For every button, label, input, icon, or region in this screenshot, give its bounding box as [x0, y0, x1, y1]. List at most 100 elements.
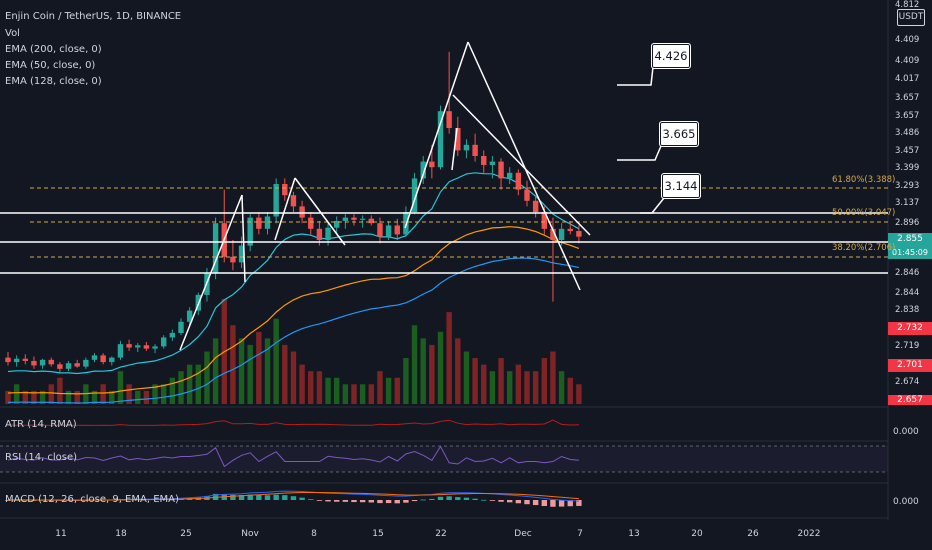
time-tick: 15	[372, 529, 384, 539]
volume-bar	[65, 390, 72, 404]
price-tick: 2.896	[895, 218, 920, 228]
candle-body	[420, 161, 426, 179]
volume-bar	[489, 371, 496, 404]
macd-hist-bar	[507, 500, 513, 503]
time-tick: 11	[55, 529, 67, 539]
time-tick: Dec	[514, 529, 532, 539]
candle-body	[567, 228, 573, 232]
price-tick: 4.017	[895, 74, 920, 84]
macd-hist-bar	[446, 496, 452, 500]
rsi-band	[0, 446, 888, 472]
indicator-panes	[0, 419, 888, 507]
price-tick: 2.719	[895, 341, 920, 351]
candle-body	[351, 217, 357, 220]
candle-body	[541, 212, 547, 229]
volume-bar	[135, 390, 141, 404]
price-badge-red: 2.701	[888, 359, 932, 372]
legend-ema50[interactable]: EMA (50, close, 0)	[5, 60, 96, 71]
price-callout[interactable]: 3.665	[659, 121, 699, 147]
macd-hist-bar	[567, 500, 573, 507]
callout-pointer	[640, 197, 665, 214]
price-tick: 4.409	[895, 35, 920, 45]
volume-bar	[342, 384, 349, 404]
candle-body	[230, 256, 236, 263]
volume-bar	[446, 312, 452, 404]
candle-body	[256, 217, 262, 229]
candle-body	[342, 217, 349, 221]
macd-hist-bar	[316, 500, 323, 501]
candle-body	[498, 161, 504, 179]
candle-body	[550, 228, 556, 240]
candle-body	[507, 172, 513, 179]
macd-value: 0.000	[893, 497, 919, 507]
time-tick: 26	[747, 529, 759, 539]
volume-bar	[498, 358, 504, 404]
ema-128-line	[7, 226, 580, 395]
volume-bar	[576, 384, 582, 404]
volume-bar	[558, 371, 565, 404]
volume-bar	[515, 364, 522, 404]
callout-pointer	[617, 66, 654, 86]
volume-bar	[256, 331, 262, 404]
candle-body	[377, 223, 383, 237]
volume-bar	[385, 377, 392, 404]
candle-body	[290, 195, 297, 207]
candle-body	[394, 225, 400, 235]
volume-bar	[186, 364, 193, 404]
atr-label[interactable]: ATR (14, RMA)	[5, 419, 77, 430]
macd-label[interactable]: MACD (12, 26, close, 9, EMA, EMA)	[5, 494, 179, 505]
trend-line	[241, 194, 246, 283]
atr-line	[7, 419, 579, 426]
macd-hist-bar	[238, 495, 245, 500]
volume-bar	[117, 371, 124, 404]
volume-bar	[567, 377, 573, 404]
price-tick: 4.812	[895, 0, 920, 10]
macd-hist-bar	[273, 494, 279, 500]
macd-hist-bar	[411, 500, 418, 502]
volume-bar	[143, 390, 150, 404]
macd-hist-bar	[368, 500, 374, 503]
candle-body	[74, 363, 80, 367]
macd-hist-bar	[481, 499, 487, 501]
price-tick: 3.657	[895, 111, 920, 121]
chart-grid	[0, 0, 889, 520]
candle-body	[31, 360, 37, 366]
atr-value: 0.000	[893, 427, 919, 437]
volume-bar	[334, 377, 340, 404]
candle-body	[334, 220, 340, 228]
macd-hist-bar	[282, 495, 288, 500]
volume-bar	[420, 338, 426, 404]
volume-bar	[299, 364, 305, 404]
macd-hist-bar	[394, 500, 400, 504]
legend-vol[interactable]: Vol	[5, 28, 20, 39]
price-callout[interactable]: 4.426	[651, 43, 691, 69]
fib-label: 50.00%(3.047)	[832, 208, 896, 218]
price-callout[interactable]: 3.144	[661, 173, 701, 199]
macd-hist-bar	[342, 500, 349, 502]
price-badge-red: 2.657	[888, 395, 932, 405]
macd-hist-bar	[377, 500, 383, 504]
macd-hist-bar	[489, 500, 496, 501]
price-tick: 2.838	[895, 305, 920, 315]
legend-ema200[interactable]: EMA (200, close, 0)	[5, 44, 102, 55]
candle-body	[429, 161, 435, 168]
volume-bar	[178, 371, 184, 404]
rsi-label[interactable]: RSI (14, close)	[5, 452, 78, 463]
candle-body	[65, 363, 72, 369]
price-tick: 3.457	[895, 146, 920, 156]
candle-body	[359, 218, 366, 220]
volume-bar	[316, 371, 323, 404]
candle-body	[83, 359, 89, 367]
price-tick: 4.409	[895, 56, 920, 66]
macd-hist-bar	[558, 500, 565, 507]
legend-ema128[interactable]: EMA (128, close, 0)	[5, 76, 102, 87]
currency-button[interactable]: USDT	[897, 9, 925, 26]
macd-hist-bar	[463, 497, 470, 500]
volume-bar	[264, 338, 271, 404]
macd-hist-bar	[541, 500, 547, 507]
macd-hist-bar	[385, 500, 392, 504]
price-tick: 3.293	[895, 181, 920, 191]
volume-bar	[91, 390, 98, 404]
candle-countdown: 01:45:09	[888, 246, 932, 259]
